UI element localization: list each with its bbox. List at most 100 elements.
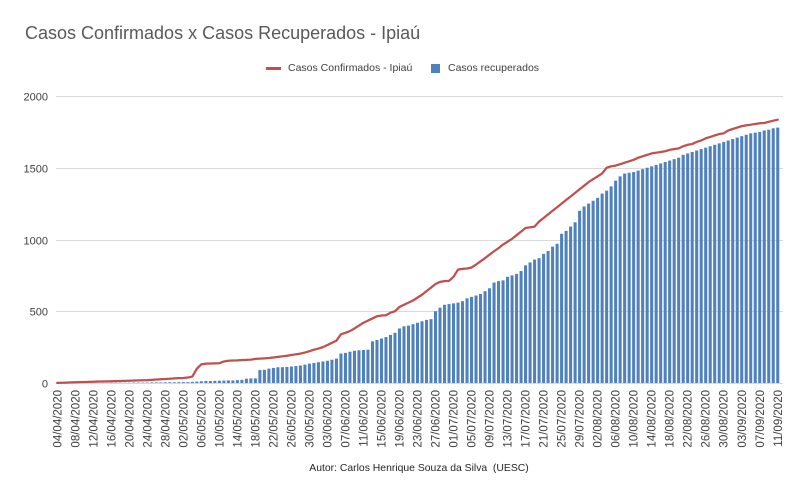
recovered-bar bbox=[627, 172, 631, 383]
recovered-bar bbox=[456, 302, 460, 383]
x-tick-label: 05/07/2020 bbox=[467, 390, 479, 448]
legend-item-recovered: Casos recuperados bbox=[431, 61, 539, 75]
recovered-bar bbox=[735, 137, 739, 383]
recovered-bar bbox=[159, 382, 163, 383]
x-tick-label: 30/08/2020 bbox=[719, 390, 731, 448]
recovered-bar bbox=[366, 349, 370, 383]
x-tick-label: 08/04/2020 bbox=[70, 390, 82, 448]
recovered-bar bbox=[528, 262, 532, 383]
recovered-bar bbox=[420, 321, 424, 383]
recovered-bar bbox=[433, 311, 438, 383]
x-tick-label: 23/06/2020 bbox=[413, 390, 425, 448]
recovered-bar bbox=[560, 233, 564, 383]
x-tick-label: 09/07/2020 bbox=[485, 390, 497, 448]
recovered-bar bbox=[330, 359, 334, 383]
recovered-bar bbox=[289, 366, 293, 383]
recovered-bar bbox=[591, 200, 595, 383]
x-tick-label: 18/05/2020 bbox=[250, 390, 262, 448]
recovered-bar bbox=[438, 307, 442, 383]
recovered-bar bbox=[569, 226, 573, 383]
x-tick-label: 24/04/2020 bbox=[142, 390, 154, 448]
recovered-bar bbox=[636, 170, 640, 383]
recovered-bar bbox=[461, 301, 465, 383]
recovered-bar bbox=[726, 140, 730, 383]
recovered-bar bbox=[253, 378, 257, 383]
x-tick-label: 10/08/2020 bbox=[629, 390, 641, 448]
recovered-bar bbox=[515, 273, 519, 383]
x-tick-label: 01/07/2020 bbox=[449, 390, 461, 448]
recovered-bar bbox=[510, 275, 514, 384]
x-tick-label: 18/08/2020 bbox=[665, 390, 677, 448]
legend-swatch-recovered bbox=[431, 63, 440, 73]
recovered-bar bbox=[740, 136, 744, 383]
x-tick-label: 21/07/2020 bbox=[539, 390, 551, 448]
recovered-bar bbox=[163, 382, 167, 383]
x-tick-label: 15/06/2020 bbox=[377, 390, 389, 448]
recovered-bars bbox=[91, 127, 780, 384]
recovered-bar bbox=[240, 379, 244, 383]
recovered-bar bbox=[213, 380, 217, 383]
y-tick-label: 500 bbox=[30, 307, 48, 319]
legend-label-recovered: Casos recuperados bbox=[448, 62, 540, 74]
recovered-bar bbox=[285, 366, 289, 383]
confirmed-series bbox=[56, 118, 779, 384]
recovered-bar bbox=[600, 193, 604, 383]
x-tick-label: 10/05/2020 bbox=[214, 390, 226, 448]
recovered-bar bbox=[190, 381, 194, 383]
x-tick-label: 11/06/2020 bbox=[358, 390, 370, 447]
recovered-bar bbox=[222, 380, 226, 383]
recovered-bar bbox=[388, 334, 393, 383]
recovered-bar bbox=[186, 382, 190, 383]
recovered-bar bbox=[582, 206, 586, 383]
recovered-bar bbox=[479, 294, 483, 383]
recovered-bar bbox=[771, 128, 775, 383]
recovered-bar bbox=[321, 361, 325, 383]
recovered-bar bbox=[393, 332, 397, 383]
y-tick-label: 1500 bbox=[24, 164, 48, 176]
x-tick-label: 28/04/2020 bbox=[160, 390, 172, 448]
legend-label-confirmed: Casos Confirmados - Ipiaú bbox=[288, 62, 413, 74]
recovered-bar bbox=[632, 172, 636, 383]
recovered-bar bbox=[713, 144, 717, 383]
recovered-bar bbox=[370, 341, 374, 383]
recovered-bar bbox=[379, 338, 383, 383]
x-tick-label: 27/06/2020 bbox=[431, 390, 443, 448]
recovered-bar bbox=[249, 378, 253, 383]
x-tick-label: 07/09/2020 bbox=[755, 390, 767, 448]
recovered-bar bbox=[258, 370, 262, 383]
recovered-bar bbox=[681, 154, 685, 383]
recovered-bar bbox=[506, 276, 510, 383]
x-tick-label: 22/08/2020 bbox=[683, 390, 695, 448]
x-tick-label: 19/06/2020 bbox=[395, 390, 407, 448]
recovered-bar bbox=[614, 180, 618, 383]
y-tick-label: 0 bbox=[42, 379, 48, 391]
recovered-bar bbox=[564, 230, 568, 383]
recovered-bar bbox=[654, 164, 658, 383]
recovered-bar bbox=[307, 363, 311, 383]
recovered-bar bbox=[497, 281, 501, 383]
recovered-bar bbox=[672, 159, 676, 383]
recovered-bar bbox=[316, 362, 320, 383]
x-tick-label: 03/09/2020 bbox=[737, 390, 749, 448]
recovered-bar bbox=[276, 367, 280, 383]
recovered-bar bbox=[623, 173, 627, 383]
recovered-bar bbox=[231, 380, 235, 383]
x-tick-label: 07/06/2020 bbox=[340, 390, 352, 448]
recovered-bar bbox=[429, 319, 433, 383]
recovered-bar bbox=[415, 322, 420, 383]
y-tick-label: 1000 bbox=[24, 236, 48, 248]
recovered-bar bbox=[744, 134, 748, 383]
recovered-bar bbox=[483, 291, 487, 383]
recovered-bar bbox=[474, 295, 478, 383]
recovered-bar bbox=[677, 157, 681, 383]
recovered-bar bbox=[226, 380, 230, 383]
recovered-bar bbox=[442, 304, 447, 383]
recovered-bar bbox=[596, 197, 600, 383]
recovered-bar bbox=[618, 176, 622, 383]
recovered-bar bbox=[267, 368, 271, 383]
recovered-bar bbox=[235, 380, 239, 383]
recovered-bar bbox=[303, 364, 307, 383]
recovered-bar bbox=[361, 350, 365, 383]
recovered-bar bbox=[217, 380, 221, 383]
